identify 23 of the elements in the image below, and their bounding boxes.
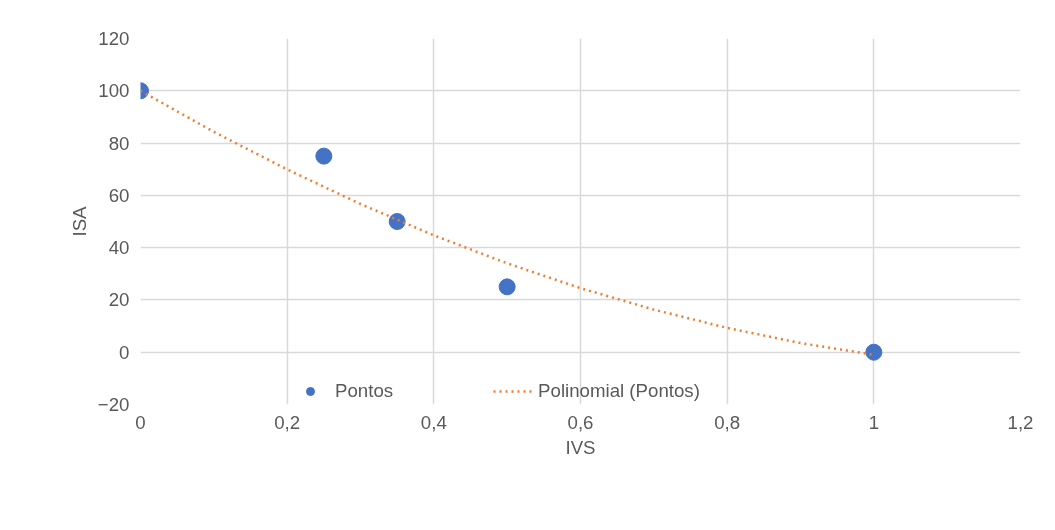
y-tick-label: 80 [108, 132, 130, 154]
y-axis-title: ISA [68, 205, 90, 237]
x-tick-label: 1 [868, 411, 880, 433]
legend-label: Polinomial (Pontos) [538, 380, 700, 402]
y-tick-label: 20 [108, 289, 130, 311]
y-tick-label: 100 [98, 80, 130, 102]
x-axis-title: IVS [565, 436, 596, 458]
y-tick-label: 120 [98, 28, 130, 49]
y-tick-label: 60 [108, 184, 130, 206]
y-tick-label: 0 [119, 341, 130, 363]
point [865, 343, 883, 361]
y-tick-label: 40 [108, 237, 130, 259]
point [498, 278, 516, 296]
legend-label: Pontos [335, 380, 394, 402]
x-tick-label: 0,4 [420, 411, 447, 433]
y-tick-label: −20 [97, 394, 130, 415]
x-tick-label: 0,8 [714, 411, 741, 433]
point [315, 147, 333, 165]
point [388, 213, 406, 230]
x-tick-label: 0,6 [567, 411, 594, 433]
x-tick-label: 0 [135, 411, 146, 433]
x-tick-label: 1,2 [1007, 411, 1034, 433]
x-tick-label: 0,2 [274, 411, 301, 433]
